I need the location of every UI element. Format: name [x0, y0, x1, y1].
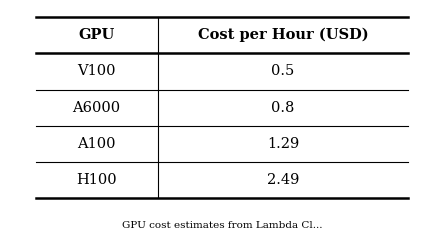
- Text: 2.49: 2.49: [267, 173, 299, 187]
- Text: H100: H100: [76, 173, 117, 187]
- Text: 0.5: 0.5: [271, 64, 295, 78]
- Text: Cost per Hour (USD): Cost per Hour (USD): [198, 28, 369, 42]
- Text: GPU cost estimates from Lambda Cl...: GPU cost estimates from Lambda Cl...: [122, 220, 322, 230]
- Text: 1.29: 1.29: [267, 137, 299, 151]
- Text: GPU: GPU: [79, 28, 115, 42]
- Text: A6000: A6000: [72, 101, 121, 115]
- Text: 0.8: 0.8: [271, 101, 295, 115]
- Text: A100: A100: [77, 137, 116, 151]
- Text: V100: V100: [77, 64, 116, 78]
